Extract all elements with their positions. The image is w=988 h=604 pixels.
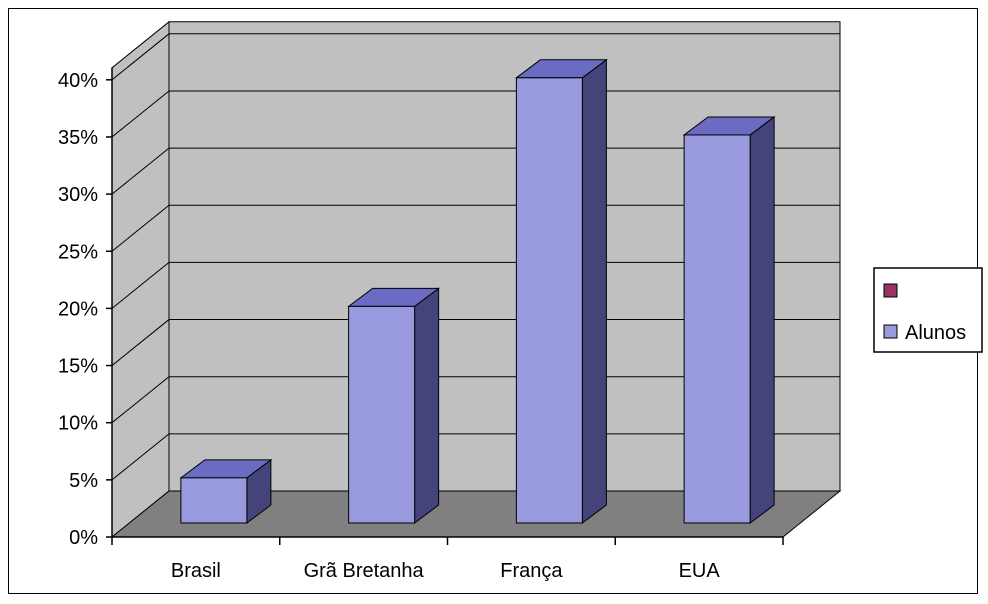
y-tick-label: 40% — [58, 70, 98, 92]
gridline — [111, 90, 840, 138]
legend: Alunos — [873, 267, 983, 353]
gridline — [111, 319, 840, 366]
side-wall — [111, 20, 170, 539]
y-tick-label: 5% — [69, 470, 98, 492]
gridline — [111, 33, 840, 81]
legend-swatch-alunos — [883, 324, 898, 339]
y-tick-label: 20% — [58, 298, 98, 320]
chart-walls — [110, 20, 842, 539]
bar — [515, 77, 583, 524]
bar — [683, 134, 751, 524]
legend-swatch-series-1 — [883, 283, 898, 298]
bar — [180, 477, 248, 524]
y-tick-label: 15% — [58, 356, 98, 378]
gridline — [111, 433, 840, 481]
bar-side — [749, 115, 775, 524]
x-tick-label: Brasil — [171, 560, 221, 582]
gridline — [111, 261, 840, 309]
y-tick-label: 25% — [58, 241, 98, 263]
gridline — [111, 147, 840, 195]
x-tick-label: França — [500, 560, 563, 582]
legend-label-alunos: Alunos — [905, 322, 966, 344]
y-tick-label: 0% — [69, 527, 98, 549]
bar-side — [581, 58, 607, 524]
gridline — [111, 204, 840, 252]
bar-side — [414, 287, 440, 524]
gridline — [111, 376, 840, 424]
axes: 0% 5% 10% 15% 20% 25% 30% 35% 40% Brasil Grã Breta… — [58, 67, 784, 582]
y-tick-label: 10% — [58, 413, 98, 435]
y-tick-label: 35% — [58, 127, 98, 149]
x-tick-label: Grã Bretanha — [304, 560, 425, 582]
x-tick-label: EUA — [679, 560, 721, 582]
gridlines — [111, 33, 840, 481]
y-tick-label: 30% — [58, 184, 98, 206]
bar — [348, 305, 416, 524]
bars — [179, 58, 776, 524]
